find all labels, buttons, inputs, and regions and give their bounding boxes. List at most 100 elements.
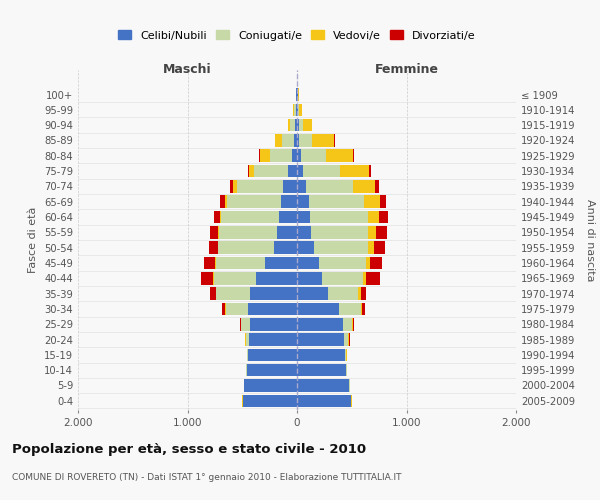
Bar — [260, 150, 269, 162]
Bar — [214, 210, 220, 224]
Bar — [319, 256, 366, 270]
Bar — [353, 150, 355, 162]
Bar — [369, 165, 371, 177]
Bar — [379, 210, 388, 224]
Bar — [366, 272, 380, 284]
Bar — [297, 272, 322, 284]
Bar — [240, 318, 241, 330]
Bar — [345, 348, 346, 361]
Bar — [292, 150, 297, 162]
Bar — [209, 242, 218, 254]
Bar — [296, 104, 297, 116]
Bar — [297, 364, 346, 376]
Legend: Celibi/Nubili, Coniugati/e, Vedovi/e, Divorziati/e: Celibi/Nubili, Coniugati/e, Vedovi/e, Di… — [116, 28, 478, 43]
Bar — [274, 242, 297, 254]
Bar — [288, 119, 290, 132]
Bar — [293, 104, 294, 116]
Bar — [370, 256, 382, 270]
Bar — [250, 288, 297, 300]
Text: COMUNE DI ROVERETO (TN) - Dati ISTAT 1° gennaio 2010 - Elaborazione TUTTITALIA.I: COMUNE DI ROVERETO (TN) - Dati ISTAT 1° … — [12, 472, 401, 482]
Bar — [297, 288, 328, 300]
Bar — [297, 119, 299, 132]
Text: Popolazione per età, sesso e stato civile - 2010: Popolazione per età, sesso e stato civil… — [12, 442, 366, 456]
Bar — [248, 165, 249, 177]
Bar — [338, 302, 361, 315]
Text: Femmine: Femmine — [374, 63, 439, 76]
Bar — [248, 348, 297, 361]
Bar — [375, 180, 379, 192]
Bar — [362, 272, 366, 284]
Bar — [343, 318, 352, 330]
Bar — [297, 302, 338, 315]
Bar — [210, 226, 218, 238]
Bar — [299, 104, 302, 116]
Bar — [297, 165, 303, 177]
Bar — [265, 256, 297, 270]
Y-axis label: Fasce di età: Fasce di età — [28, 207, 38, 273]
Bar — [368, 242, 374, 254]
Bar — [297, 334, 344, 346]
Bar — [275, 134, 281, 146]
Bar — [297, 348, 345, 361]
Bar — [368, 210, 379, 224]
Bar — [299, 134, 313, 146]
Bar — [288, 165, 297, 177]
Bar — [249, 165, 254, 177]
Bar — [248, 302, 297, 315]
Bar — [322, 272, 362, 284]
Bar — [220, 210, 221, 224]
Bar — [245, 334, 249, 346]
Bar — [294, 134, 297, 146]
Bar — [313, 134, 334, 146]
Bar — [202, 272, 214, 284]
Bar — [295, 119, 297, 132]
Bar — [269, 150, 292, 162]
Bar — [353, 180, 375, 192]
Bar — [297, 318, 343, 330]
Bar — [221, 210, 280, 224]
Bar — [366, 256, 370, 270]
Bar — [297, 180, 306, 192]
Bar — [214, 272, 256, 284]
Bar — [361, 288, 366, 300]
Bar — [297, 242, 314, 254]
Bar — [227, 196, 281, 208]
Bar — [299, 119, 303, 132]
Bar — [216, 256, 265, 270]
Bar — [368, 226, 376, 238]
Bar — [225, 196, 227, 208]
Bar — [297, 256, 319, 270]
Bar — [241, 318, 250, 330]
Bar — [218, 226, 219, 238]
Bar — [364, 196, 380, 208]
Bar — [376, 226, 387, 238]
Bar — [277, 226, 297, 238]
Bar — [244, 394, 297, 407]
Bar — [297, 150, 301, 162]
Bar — [218, 242, 274, 254]
Bar — [311, 226, 368, 238]
Bar — [297, 379, 349, 392]
Bar — [230, 180, 233, 192]
Bar — [352, 318, 353, 330]
Bar — [283, 180, 297, 192]
Bar — [310, 210, 368, 224]
Bar — [306, 180, 353, 192]
Bar — [244, 379, 297, 392]
Bar — [314, 242, 368, 254]
Bar — [303, 165, 340, 177]
Bar — [358, 288, 361, 300]
Bar — [210, 288, 215, 300]
Bar — [250, 318, 297, 330]
Bar — [249, 334, 297, 346]
Bar — [301, 150, 326, 162]
Bar — [362, 302, 365, 315]
Bar — [226, 302, 248, 315]
Bar — [290, 119, 295, 132]
Bar — [280, 210, 297, 224]
Bar — [328, 288, 358, 300]
Bar — [297, 226, 311, 238]
Bar — [254, 165, 288, 177]
Bar — [326, 150, 353, 162]
Bar — [222, 302, 226, 315]
